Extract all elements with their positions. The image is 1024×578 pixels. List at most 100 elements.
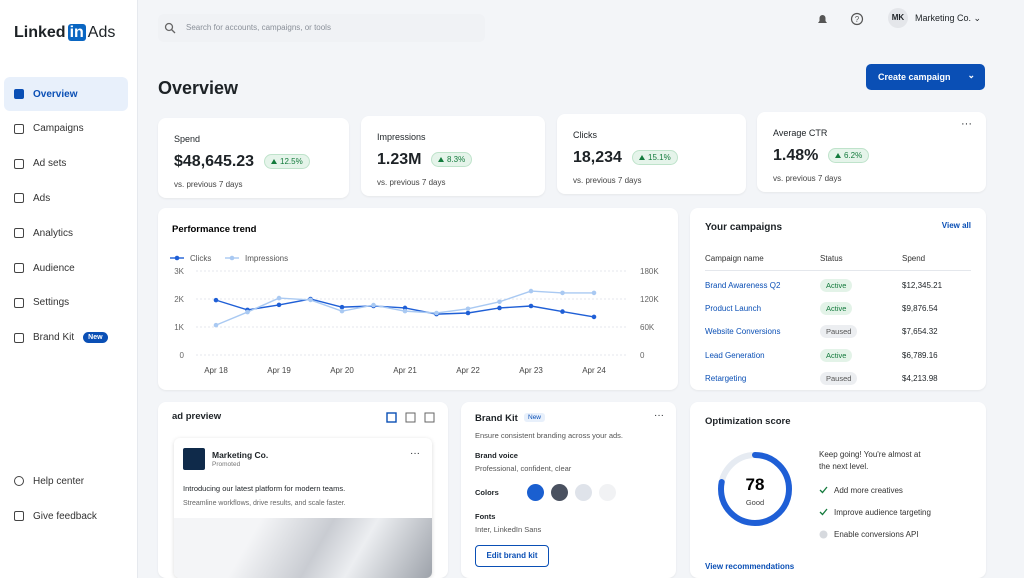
nav-label: Help center [33,475,85,487]
logo-text: Linked [14,24,66,41]
label: Colors [475,488,499,497]
x-tick-label: Apr 20 [330,366,354,375]
score-gauge: 78 Good [718,452,792,526]
spend: $6,789.16 [902,350,938,360]
status-pill: Active [820,302,853,316]
label: Brand voice [475,451,518,460]
column-header: Spend [902,254,926,263]
nav-item[interactable]: Settings [4,286,128,320]
button-label: Create campaign [878,72,951,82]
nav-icon [14,297,24,308]
campaign-name[interactable]: Retargeting [705,373,747,383]
avatar[interactable]: MK [888,8,908,28]
nav-label: Ads [33,192,51,204]
more-menu[interactable]: ··· [961,118,972,130]
nav-item[interactable]: Analytics [4,216,128,250]
y-tick-label: 0 [180,351,185,360]
kpi-note: vs. previous 7 days [773,174,842,183]
data-point [339,304,345,310]
x-tick-label: Apr 18 [204,366,228,375]
campaign-name[interactable]: Brand Awareness Q2 [705,281,781,290]
card-title: Brand Kit [475,413,518,424]
nav-icon [14,263,24,273]
label: Fonts [475,512,496,521]
spend: $9,876.54 [902,304,938,314]
kpi-label: Spend [174,134,201,144]
logo: Linked in Ads [14,24,115,42]
nav-icon [14,158,24,169]
search-placeholder: Search for accounts, campaigns, or tools [186,23,331,32]
data-point [339,308,345,314]
account-name: Marketing Co. [915,13,972,23]
kpi-note: vs. previous 7 days [377,178,446,187]
y-tick-label: 1K [174,323,184,332]
ad-post: Marketing Co. Promoted ··· Introducing o… [174,438,432,578]
edit-button[interactable]: Edit brand kit [475,545,549,567]
legend-label: Impressions [245,254,288,263]
svg-text:?: ? [855,15,860,24]
data-point [497,299,502,305]
view-all-link[interactable]: View all [941,221,971,230]
x-tick-label: Apr 19 [267,366,291,375]
nav-item[interactable]: Ad sets [4,147,128,181]
campaign-name[interactable]: Lead Generation [705,350,765,360]
nav-icon [14,123,24,134]
nav-icon [14,193,24,204]
chart: Performance trend 0 1K 2K 3K 0 60K 120K 180K Apr… [170,224,659,375]
campaign-name[interactable]: Website Conversions [705,327,781,337]
y2-tick-label: 180K [640,267,659,276]
kpi-value: 18,234 [573,149,622,166]
campaigns-card: Your campaigns View all Campaign name Sta… [690,208,986,390]
nav-item[interactable]: Help center [4,464,128,498]
data-point [434,310,439,316]
data-point [371,302,376,308]
device-toggle[interactable] [386,412,436,424]
logo-in: in [67,24,86,41]
data-point [465,310,471,316]
status-pill: Active [820,348,853,362]
nav-item[interactable]: Give feedback [4,499,128,533]
kpi-change: 15.1% [632,150,678,165]
nav-item[interactable]: Ads [4,181,128,215]
nav-label: Analytics [33,227,74,239]
nav-label: Ad sets [33,158,67,170]
data-point [560,290,565,296]
nav-item[interactable]: Overview [4,77,128,111]
message: Keep going! You're almost at the next le… [819,450,921,471]
data-point [560,309,565,314]
account-menu[interactable]: Marketing Co. ⌄ [915,13,982,23]
nav-item[interactable]: Brand Kit New [4,321,128,355]
kpi-card: Clicks 18,234 15.1% vs. previous 7 days [557,114,746,194]
data-point [276,302,282,308]
check-icon [819,486,828,496]
color-swatch [575,484,592,501]
data-point [213,297,219,303]
card-title: Your campaigns [705,222,783,233]
nav-item[interactable]: Audience [4,251,128,285]
badge: New [524,413,546,422]
nav-icon [14,228,24,239]
search-box[interactable]: Search for accounts, campaigns, or tools [158,14,485,42]
kpi-card: Spend $48,645.23 12.5% vs. previous 7 days [158,118,349,198]
kpi-change-text: 6.2% [844,151,863,160]
create-button[interactable]: Create campaign ⌄ [866,64,985,90]
data-point [245,309,250,315]
campaign-name[interactable]: Product Launch [705,304,762,314]
value: Professional, confident, clear [475,464,572,473]
nav-item[interactable]: Campaigns [4,112,128,146]
column-header: Campaign name [705,254,764,263]
value: Inter, LinkedIn Sans [475,525,542,534]
recommendation: Add more creatives [834,486,903,495]
kpi-note: vs. previous 7 days [174,180,243,189]
score-label: Good [746,498,764,507]
spend: $7,654.32 [902,327,938,337]
kpi-value: 1.23M [377,151,422,168]
recommendations-link[interactable]: View recommendations [705,562,795,571]
data-point [402,308,408,314]
status-pill: Active [820,279,853,292]
kpi-change: 8.3% [431,152,473,167]
brand-kit-card: Brand Kit New ··· Ensure consistent bran… [461,402,676,578]
top-icons[interactable]: ? [815,12,875,26]
legend-dot [229,255,235,261]
